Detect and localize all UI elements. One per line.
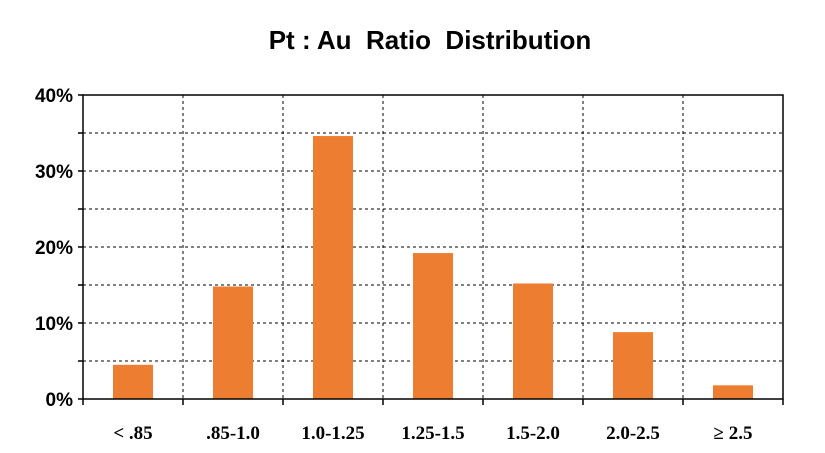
chart-title: Pt : Au Ratio Distribution <box>269 25 592 55</box>
bar <box>213 286 253 399</box>
x-tick-label: 1.5-2.0 <box>506 423 560 444</box>
axes <box>78 94 784 405</box>
bar <box>613 332 653 399</box>
bar <box>113 364 153 399</box>
y-tick-label: 10% <box>35 314 73 335</box>
bar <box>713 385 753 399</box>
x-tick-label: .85-1.0 <box>206 423 260 444</box>
bars <box>113 136 753 400</box>
grid-lines <box>83 95 783 399</box>
bar <box>513 283 553 399</box>
y-tick-labels: 0% 10% 20% 30% 40% <box>35 86 73 411</box>
x-tick-label: 1.0-1.25 <box>301 423 364 444</box>
y-tick-label: 20% <box>35 238 73 259</box>
y-tick-label: 40% <box>35 86 73 107</box>
x-tick-label: 2.0-2.5 <box>606 423 660 444</box>
bar <box>313 136 353 400</box>
y-tick-label: 30% <box>35 162 73 183</box>
y-tick-label: 0% <box>46 390 74 411</box>
x-tick-label: 1.25-1.5 <box>401 423 464 444</box>
x-tick-labels: < .85 .85-1.0 1.0-1.25 1.25-1.5 1.5-2.0 2.0-2… <box>113 423 752 444</box>
x-tick-label: ≥ 2.5 <box>714 423 753 444</box>
bar <box>413 253 453 399</box>
x-tick-label: < .85 <box>113 423 152 444</box>
